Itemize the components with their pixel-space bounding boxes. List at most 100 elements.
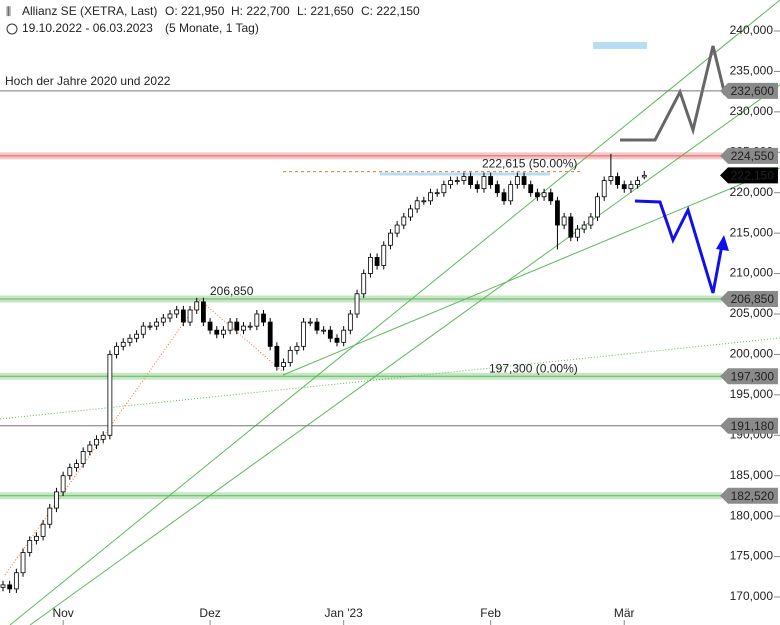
candle-body (127, 337, 133, 343)
candle-body (174, 309, 180, 315)
x-tick-label: Feb (480, 606, 501, 620)
candle-body (34, 535, 39, 541)
y-tick-label: 230,000 (730, 104, 774, 118)
arrow-head (716, 235, 729, 251)
candle-body (401, 216, 407, 226)
level-box (720, 368, 778, 385)
candle-body (555, 200, 560, 226)
candle-body (595, 196, 600, 218)
candle-body (261, 313, 266, 323)
candle-body (194, 301, 200, 311)
candle-body (628, 184, 634, 190)
candle-body (481, 176, 487, 190)
fib-label: 206,850 (210, 284, 254, 298)
trend-line (29, 84, 780, 625)
level-label: 224,550 (731, 149, 775, 163)
candle-body (581, 224, 587, 230)
candle-body (120, 341, 126, 347)
clock-icon (6, 23, 18, 35)
candle-body (74, 463, 79, 469)
header: ⫼ Allianz SE (XETRA, Last) O: 221,950 H:… (6, 4, 420, 35)
marker-box (593, 42, 647, 49)
level-box (720, 487, 778, 504)
candle-body (541, 192, 547, 198)
y-tick-label: 185,000 (730, 468, 774, 482)
level-label: 197,300 (731, 369, 775, 383)
fib-label: 222,615 (50.00%) (482, 157, 577, 171)
candle-body (287, 349, 293, 363)
candle-body (294, 345, 300, 351)
level-label: 206,850 (731, 292, 775, 306)
candle-body (494, 184, 500, 194)
candle-body (327, 329, 333, 339)
candle-body (388, 232, 393, 246)
candle-body (347, 313, 353, 331)
candle-body (535, 192, 540, 198)
candle-body (47, 507, 53, 525)
candle-body (301, 321, 307, 347)
candle-body (154, 321, 160, 327)
level-box (720, 291, 778, 308)
candle-body (635, 180, 640, 186)
candle-body (187, 309, 193, 323)
candle-body (454, 180, 460, 182)
candle-body (27, 540, 33, 553)
candle-body (575, 228, 580, 238)
candle-body (367, 256, 373, 274)
fib-label: 197,300 (0.00%) (489, 361, 578, 375)
candle-body (67, 467, 73, 477)
header-open: O: 221,950 (165, 4, 225, 18)
candle-body (354, 293, 360, 315)
candle-body (408, 208, 413, 218)
candle-body (641, 174, 647, 178)
candle-body (474, 184, 480, 190)
candle-body (167, 313, 173, 319)
candle-body (608, 176, 614, 181)
y-tick-label: 200,000 (730, 347, 774, 361)
level-box (720, 167, 778, 184)
candle-body (421, 200, 427, 203)
candle-body (441, 184, 447, 194)
candle-body (60, 475, 66, 493)
candle-body (107, 354, 113, 436)
candle-body (247, 325, 253, 328)
y-tick-label: 215,000 (730, 225, 774, 239)
y-tick-label: 180,000 (730, 508, 774, 522)
x-tick-label: Dez (199, 606, 220, 620)
level-label: 182,520 (731, 489, 775, 503)
candle-body (274, 345, 280, 367)
candle-body (621, 184, 627, 190)
x-tick-label: Nov (52, 606, 73, 620)
y-tick-label: 205,000 (730, 306, 774, 320)
header-span: (5 Monate, 1 Tag) (165, 21, 259, 35)
candle-body (54, 491, 59, 509)
candle-body (200, 301, 206, 323)
candle-body (0, 584, 6, 588)
header-close: C: 222,150 (361, 4, 420, 18)
trend-line (9, 0, 780, 625)
candle-body (508, 184, 514, 202)
candle-body (100, 434, 106, 440)
candle-body (501, 192, 507, 202)
candle-body (221, 329, 226, 335)
candle-body (267, 321, 273, 347)
candle-body (13, 572, 19, 590)
level-label: 191,180 (731, 419, 775, 433)
level-label: 222,150 (731, 169, 775, 183)
candle-body (80, 451, 86, 464)
y-tick-label: 220,000 (730, 185, 774, 199)
candle-body (40, 523, 46, 537)
candle-body (134, 333, 140, 339)
y-tick-label: 175,000 (730, 549, 774, 563)
y-tick-label: 195,000 (730, 387, 774, 401)
candle-body (528, 184, 534, 194)
candle-body (180, 309, 186, 323)
candle-body (394, 224, 400, 234)
candle-body (434, 192, 440, 195)
icon: ⫼ (6, 6, 11, 18)
candle-body (321, 329, 327, 332)
candle-body (334, 337, 340, 343)
candle-body (241, 325, 246, 331)
candle-body (20, 552, 26, 574)
